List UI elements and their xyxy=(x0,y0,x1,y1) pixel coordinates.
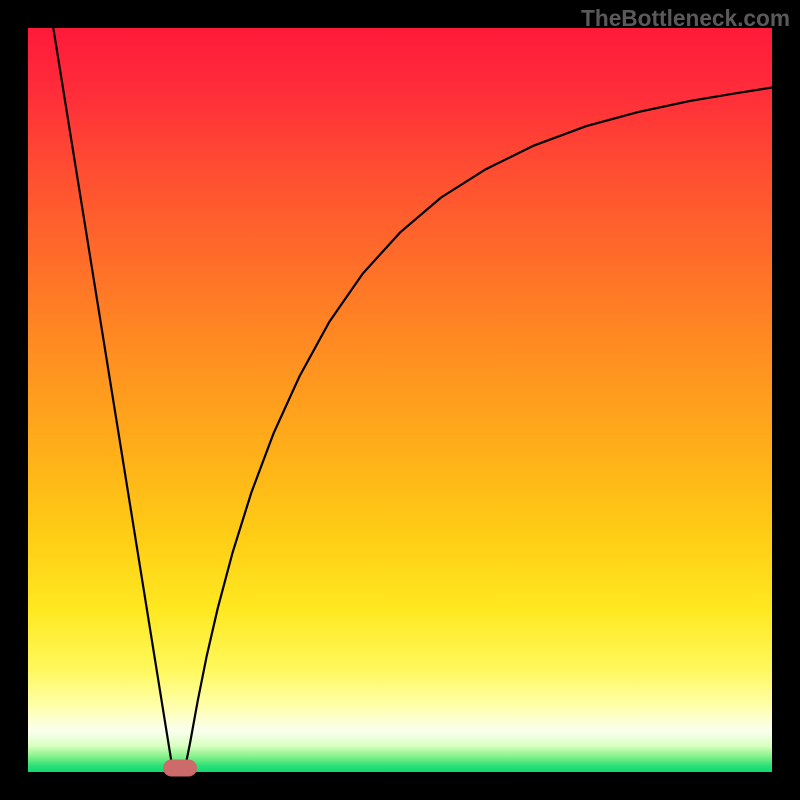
bottleneck-curve xyxy=(28,28,772,772)
optimum-marker xyxy=(163,759,197,776)
plot-area xyxy=(28,28,772,772)
watermark-text: TheBottleneck.com xyxy=(581,5,790,32)
chart-container: TheBottleneck.com xyxy=(0,0,800,800)
